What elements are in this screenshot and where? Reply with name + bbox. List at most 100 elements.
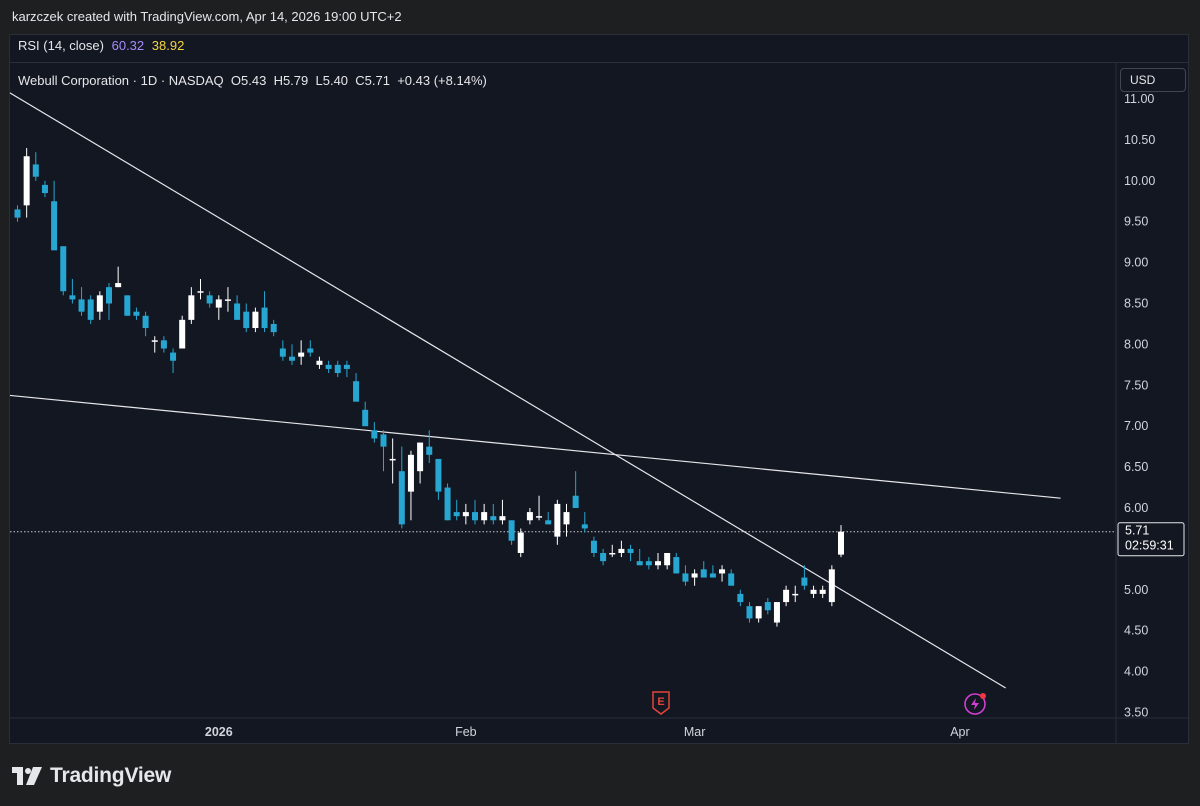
candle-body [417, 442, 424, 472]
candle-body [545, 520, 552, 525]
candle-body [453, 512, 460, 517]
candle-body [828, 569, 835, 603]
candle-body [197, 291, 204, 293]
candle [444, 483, 451, 521]
candle [691, 569, 698, 586]
candle [261, 291, 268, 333]
candle-body [224, 299, 231, 301]
rsi-indicator-legend[interactable]: RSI (14, close) 60.32 38.92 [18, 37, 184, 55]
candle [673, 552, 680, 574]
tradingview-logo[interactable]: TradingView [12, 762, 171, 790]
candle [170, 348, 177, 374]
candle-body [69, 295, 76, 300]
candle-body [746, 606, 753, 619]
candle [526, 508, 533, 525]
candle [343, 360, 350, 378]
candle [664, 552, 671, 570]
pane-separator[interactable] [10, 62, 1188, 63]
candle-body [719, 569, 726, 574]
candle [334, 360, 341, 378]
trendline-resistance [10, 394, 1061, 499]
y-tick-label: 4.00 [1124, 665, 1148, 679]
candle [215, 295, 222, 320]
symbol-title: Webull Corporation · 1D · NASDAQ [18, 73, 224, 88]
candle [655, 552, 661, 570]
candle [536, 495, 543, 521]
y-tick-label: 11.00 [1124, 92, 1154, 106]
y-tick-label: 7.50 [1124, 378, 1148, 392]
y-tick-label: 10.50 [1124, 133, 1155, 147]
candle-body [673, 557, 680, 574]
candle [362, 401, 369, 427]
last-price-box [1117, 522, 1185, 557]
x-tick-label: Feb [455, 725, 477, 739]
candle-body [572, 495, 579, 508]
bar-countdown: 02:59:31 [1125, 539, 1174, 553]
candle-body [179, 319, 186, 349]
candle [87, 295, 94, 324]
candle [426, 430, 433, 464]
candle [316, 356, 323, 369]
ohlc-change: +0.43 (+8.14%) [397, 73, 487, 88]
candle [755, 606, 762, 623]
candle-body [23, 156, 30, 206]
candle-body [407, 454, 414, 492]
candle-body [389, 458, 396, 461]
y-tick-label: 7.00 [1124, 419, 1148, 433]
candle-body [526, 512, 533, 521]
y-tick-label: 9.00 [1124, 256, 1148, 270]
chart-pane[interactable] [9, 34, 1189, 744]
candle-body [106, 287, 112, 304]
candle [783, 585, 790, 607]
candle [709, 565, 716, 578]
y-tick-label: 6.00 [1124, 501, 1148, 515]
symbol-legend[interactable]: Webull Corporation · 1D · NASDAQ O5.43 H… [18, 72, 487, 90]
candle [609, 544, 616, 558]
candle [307, 340, 314, 357]
candle [96, 291, 103, 320]
candle-body [243, 311, 250, 329]
candle [160, 336, 167, 353]
rsi-value-secondary: 38.92 [151, 38, 185, 53]
candle-body [188, 295, 195, 320]
candle-body [160, 340, 167, 349]
candles-layer [14, 148, 844, 627]
candle [32, 152, 39, 181]
candle [407, 450, 414, 521]
candle [380, 430, 387, 472]
currency-button[interactable]: USD [1120, 68, 1186, 92]
candle [270, 319, 277, 337]
candle [371, 422, 378, 443]
candle [719, 565, 726, 582]
ohlc-low: L5.40 [315, 73, 349, 88]
candle-body [700, 569, 707, 578]
candle [243, 303, 250, 333]
candle [545, 512, 552, 525]
x-tick-label: Mar [684, 725, 706, 739]
candle-body [60, 246, 67, 292]
candle-body [709, 573, 716, 578]
candle-body [444, 487, 451, 521]
x-tick-label: 2026 [205, 725, 233, 739]
candle [508, 520, 515, 545]
candle-body [362, 409, 369, 427]
candle-body [783, 589, 790, 603]
candle-body [691, 573, 698, 578]
candle-body [682, 573, 689, 582]
candle [51, 180, 58, 251]
trendline-descending [10, 92, 1007, 689]
candle-body [343, 364, 350, 369]
candle [563, 503, 570, 537]
candle-body [755, 606, 762, 619]
candle [179, 315, 186, 349]
candle-body [279, 348, 286, 357]
candle-body [234, 303, 241, 320]
candle [792, 585, 799, 603]
candle-body [801, 577, 808, 586]
candle [499, 499, 506, 525]
candle-body [664, 552, 671, 566]
candle-body [490, 516, 497, 521]
candle-body [124, 295, 131, 316]
